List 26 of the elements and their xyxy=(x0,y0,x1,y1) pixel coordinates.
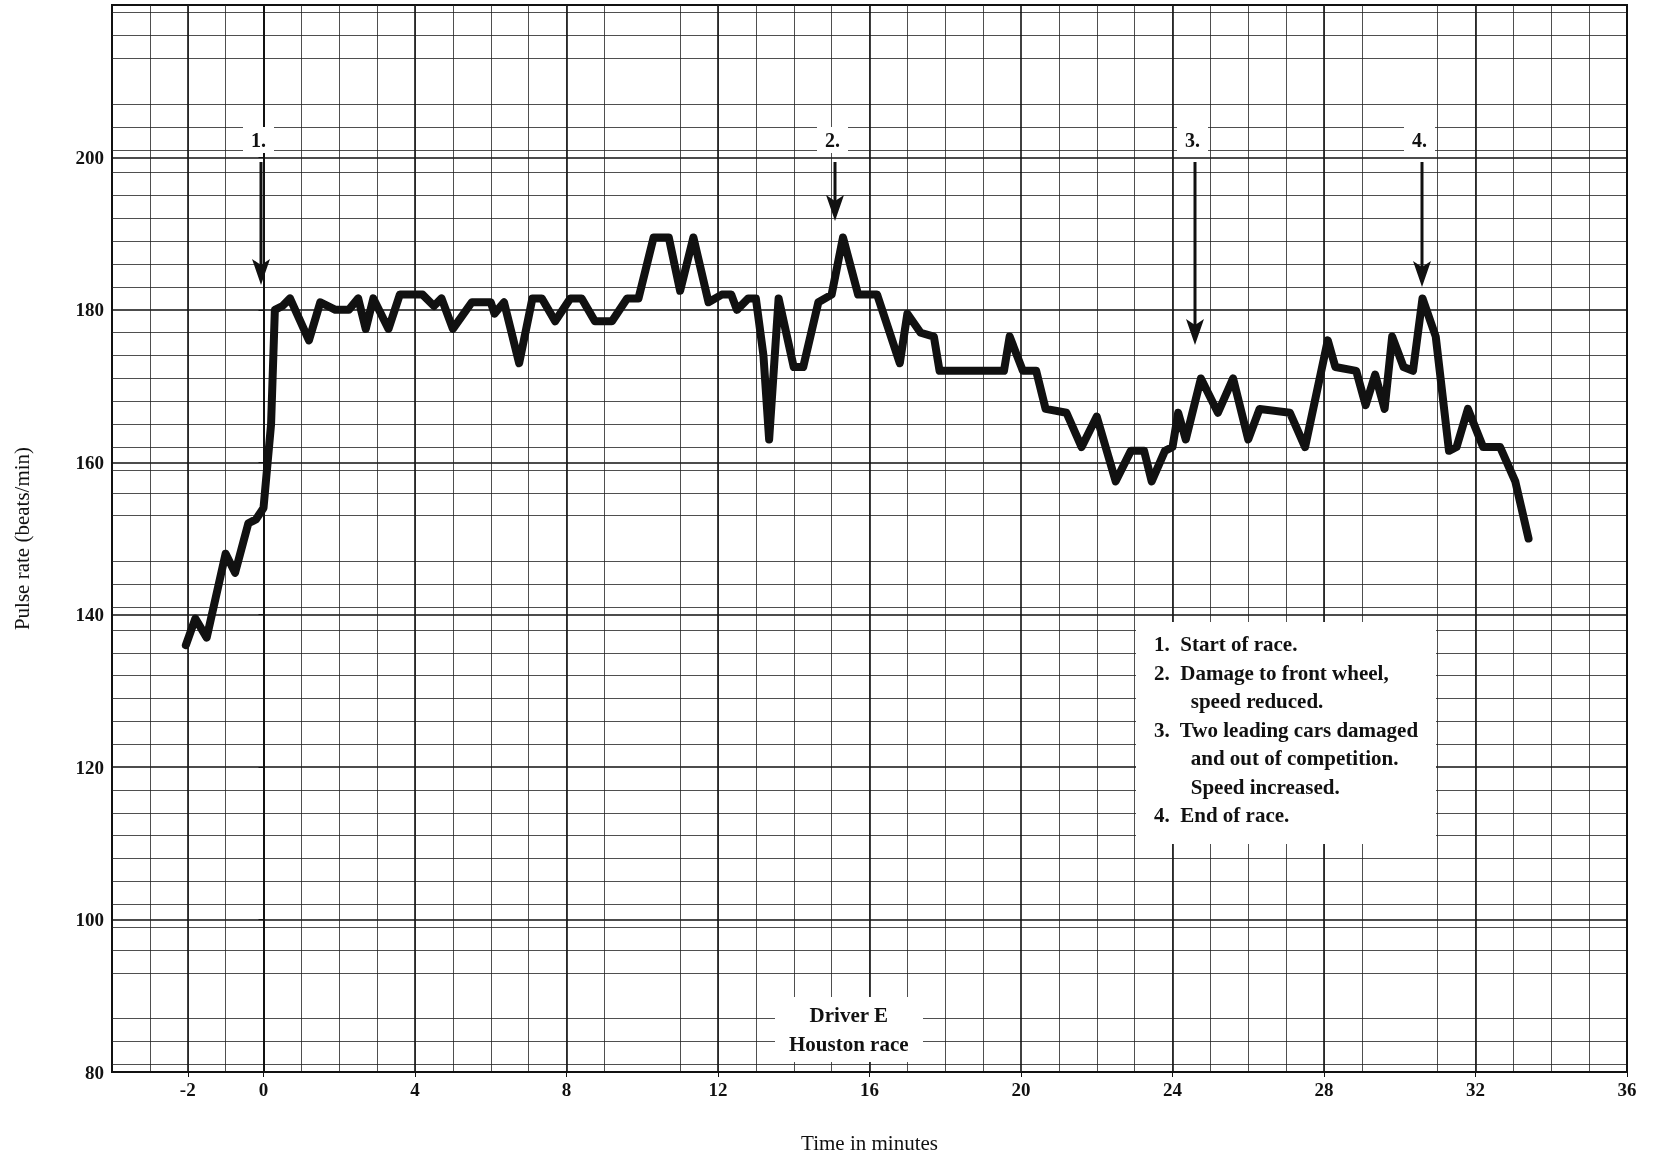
y-tick-label: 160 xyxy=(75,451,104,473)
annotation: 1. xyxy=(243,127,274,153)
x-tick-label: 28 xyxy=(1314,1079,1334,1100)
annotation: 1. Start of race. 2. Damage to front wheel, speed reduced. 3. Two leading cars damaged and out of competition. Speed increased. 4. End of race. xyxy=(1136,622,1437,844)
x-tick-label: 36 xyxy=(1617,1079,1637,1100)
y-tick-label: 140 xyxy=(75,604,104,626)
y-tick-label: 80 xyxy=(85,1061,104,1083)
x-tick-label: 4 xyxy=(410,1079,421,1100)
x-tick-label: 12 xyxy=(708,1079,728,1100)
x-tick-label: 8 xyxy=(561,1079,572,1100)
x-tick-label: 20 xyxy=(1011,1079,1031,1100)
annotation: Driver E Houston race xyxy=(775,997,923,1062)
annotation: 3. xyxy=(1177,127,1208,153)
x-tick-label: -2 xyxy=(179,1079,196,1100)
y-axis-title: Pulse rate (beats/min) xyxy=(9,446,34,631)
x-tick-label: 0 xyxy=(258,1079,269,1100)
x-tick-label: 16 xyxy=(860,1079,879,1100)
annotation: 2. xyxy=(817,127,848,153)
x-tick-label: 32 xyxy=(1466,1079,1485,1100)
y-tick-label: 180 xyxy=(75,299,104,321)
y-tick-label: 120 xyxy=(75,756,104,778)
y-tick-label: 100 xyxy=(75,909,104,931)
x-tick-label: 24 xyxy=(1163,1079,1183,1100)
y-tick-label: 200 xyxy=(75,146,104,168)
annotation: 4. xyxy=(1404,127,1435,153)
x-axis-title: Time in minutes xyxy=(801,1130,938,1155)
